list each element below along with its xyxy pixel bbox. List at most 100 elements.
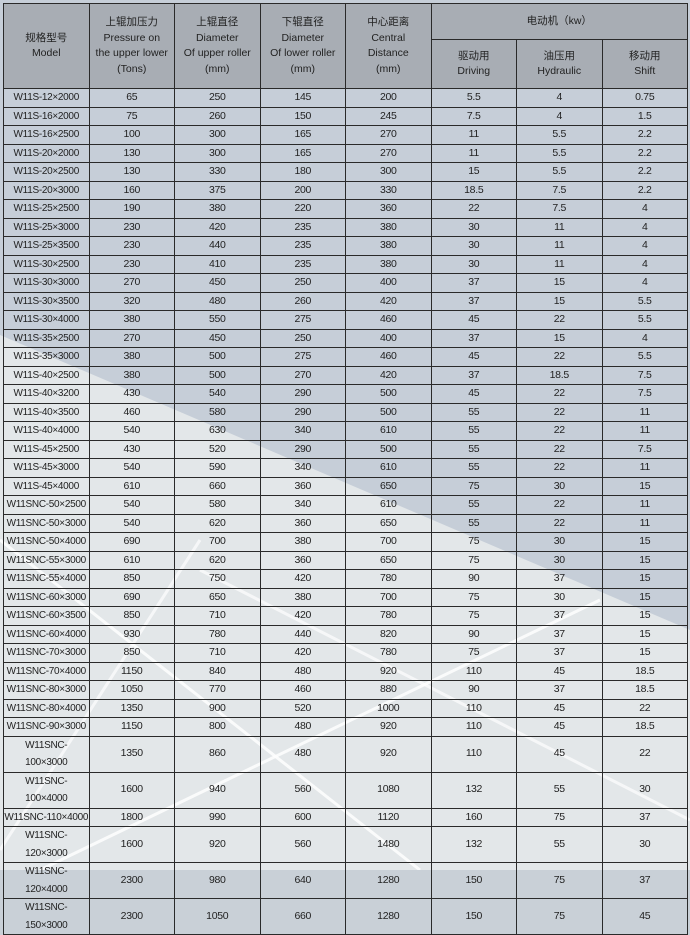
cell-hydraulic: 15: [516, 328, 603, 348]
cell-driving: 45: [430, 384, 517, 404]
cell-shift: 4: [601, 236, 688, 256]
table-row: W11SNC-110×4000 1800 990 600 1120 160 75 37: [3, 807, 688, 827]
header-shift: 移动用 Shift: [601, 39, 688, 89]
cell-lower-diameter: 165: [259, 125, 346, 145]
cell-shift: 11: [601, 495, 688, 515]
cell-center-distance: 270: [345, 125, 432, 145]
cell-upper-diameter: 980: [174, 862, 261, 899]
cell-pressure: 65: [88, 88, 175, 108]
cell-shift: 18.5: [601, 717, 688, 737]
cell-model: W11SNC-100×4000: [3, 771, 90, 809]
cell-upper-diameter: 1050: [174, 898, 261, 935]
cell-center-distance: 420: [345, 365, 432, 385]
cell-upper-diameter: 710: [174, 643, 261, 663]
cell-upper-diameter: 590: [174, 458, 261, 478]
cell-pressure: 190: [88, 199, 175, 219]
cell-pressure: 1600: [88, 826, 175, 863]
cell-shift: 2.2: [601, 162, 688, 182]
table-row: W11S-30×3000 270 450 250 400 37 15 4: [3, 273, 688, 293]
header-pressure-unit: (Tons): [117, 62, 147, 75]
cell-center-distance: 300: [345, 162, 432, 182]
table-row: W11SNC-55×4000 850 750 420 780 90 37 15: [3, 569, 688, 589]
table-row: W11S-35×2500 270 450 250 400 37 15 4: [3, 328, 688, 348]
cell-lower-diameter: 250: [259, 273, 346, 293]
cell-driving: 150: [430, 862, 517, 899]
table-row: W11SNC-50×4000 690 700 380 700 75 30 15: [3, 532, 688, 552]
header-model-en: Model: [31, 47, 61, 59]
cell-model: W11SNC-90×3000: [3, 717, 90, 737]
cell-shift: 15: [601, 587, 688, 607]
cell-hydraulic: 45: [516, 735, 603, 773]
cell-shift: 4: [601, 199, 688, 219]
cell-model: W11SNC-150×3000: [3, 898, 90, 935]
table-row: W11SNC-100×4000 1600 940 560 1080 132 55 30: [3, 771, 688, 809]
cell-shift: 18.5: [601, 680, 688, 700]
cell-lower-diameter: 480: [259, 717, 346, 737]
cell-driving: 30: [430, 217, 517, 237]
cell-lower-diameter: 640: [259, 862, 346, 899]
header-center-en2: Distance: [367, 47, 409, 59]
table-row: W11S-45×4000 610 660 360 650 75 30 15: [3, 476, 688, 496]
cell-upper-diameter: 800: [174, 717, 261, 737]
cell-lower-diameter: 420: [259, 643, 346, 663]
header-lower-diameter: 下辊直径 Diameter Of lower roller (mm): [259, 3, 346, 89]
cell-driving: 45: [430, 347, 517, 367]
cell-driving: 37: [430, 365, 517, 385]
header-upper-dia-en1: Diameter: [195, 31, 239, 44]
cell-lower-diameter: 340: [259, 421, 346, 441]
cell-center-distance: 610: [345, 495, 432, 515]
cell-shift: 30: [601, 826, 688, 863]
cell-hydraulic: 45: [516, 717, 603, 737]
cell-driving: 90: [430, 680, 517, 700]
cell-center-distance: 780: [345, 643, 432, 663]
cell-lower-diameter: 150: [259, 106, 346, 126]
table-row: W11SNC-55×3000 610 620 360 650 75 30 15: [3, 550, 688, 570]
cell-model: W11S-40×2500: [3, 365, 90, 385]
cell-center-distance: 880: [345, 680, 432, 700]
cell-hydraulic: 22: [516, 439, 603, 459]
cell-center-distance: 920: [345, 735, 432, 773]
cell-pressure: 540: [88, 421, 175, 441]
cell-pressure: 540: [88, 513, 175, 533]
cell-lower-diameter: 340: [259, 495, 346, 515]
cell-pressure: 1800: [88, 807, 175, 827]
cell-hydraulic: 5.5: [516, 143, 603, 163]
cell-upper-diameter: 450: [174, 328, 261, 348]
cell-driving: 110: [430, 661, 517, 681]
cell-lower-diameter: 560: [259, 826, 346, 863]
cell-pressure: 230: [88, 217, 175, 237]
cell-hydraulic: 11: [516, 254, 603, 274]
cell-driving: 132: [430, 771, 517, 809]
cell-pressure: 100: [88, 125, 175, 145]
cell-upper-diameter: 780: [174, 624, 261, 644]
cell-pressure: 380: [88, 347, 175, 367]
cell-driving: 15: [430, 162, 517, 182]
cell-pressure: 460: [88, 402, 175, 422]
cell-model: W11S-45×4000: [3, 476, 90, 496]
table-row: W11S-12×2000 65 250 145 200 5.5 4 0.75: [3, 88, 688, 108]
cell-shift: 1.5: [601, 106, 688, 126]
cell-hydraulic: 22: [516, 458, 603, 478]
cell-shift: 15: [601, 532, 688, 552]
cell-model: W11S-12×2000: [3, 88, 90, 108]
cell-model: W11SNC-55×3000: [3, 550, 90, 570]
cell-upper-diameter: 990: [174, 807, 261, 827]
cell-driving: 55: [430, 439, 517, 459]
cell-driving: 55: [430, 495, 517, 515]
cell-upper-diameter: 620: [174, 513, 261, 533]
cell-model: W11SNC-50×4000: [3, 532, 90, 552]
cell-shift: 7.5: [601, 439, 688, 459]
cell-shift: 15: [601, 606, 688, 626]
cell-hydraulic: 4: [516, 106, 603, 126]
cell-model: W11S-30×4000: [3, 310, 90, 330]
cell-upper-diameter: 900: [174, 698, 261, 718]
cell-center-distance: 420: [345, 291, 432, 311]
table-row: W11S-25×2500 190 380 220 360 22 7.5 4: [3, 199, 688, 219]
cell-driving: 45: [430, 310, 517, 330]
cell-center-distance: 920: [345, 717, 432, 737]
table-row: W11S-45×2500 430 520 290 500 55 22 7.5: [3, 439, 688, 459]
cell-driving: 55: [430, 402, 517, 422]
cell-shift: 2.2: [601, 143, 688, 163]
cell-driving: 11: [430, 143, 517, 163]
cell-upper-diameter: 840: [174, 661, 261, 681]
